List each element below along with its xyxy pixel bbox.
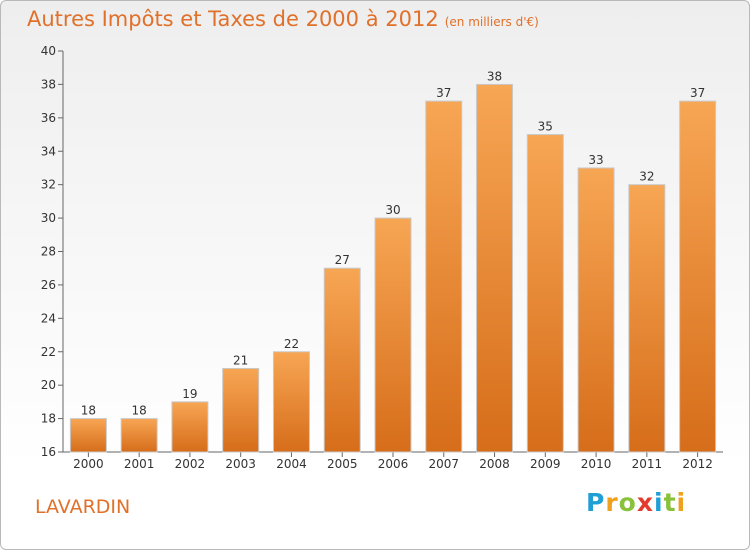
y-tick-label: 22 [41,345,56,359]
logo-letter: P [586,488,606,517]
bar [628,184,666,453]
logo-letter: i [676,488,687,517]
y-tick-label: 34 [41,144,56,158]
bar [374,217,412,453]
chart-title: Autres Impôts et Taxes de 2000 à 2012 (en… [27,7,539,31]
y-tick-label: 26 [41,278,56,292]
data-label: 18 [132,404,147,418]
data-label: 38 [487,69,502,83]
y-tick-label: 20 [41,378,56,392]
x-tick-label: 2011 [632,457,663,471]
y-tick-label: 28 [41,245,56,259]
x-tick-label: 2004 [276,457,307,471]
y-tick-label: 38 [41,77,56,91]
logo-letter: x [636,488,654,517]
x-tick-label: 2007 [428,457,459,471]
logo-letter: t [663,488,677,517]
y-tick-label: 16 [41,445,56,459]
x-tick-label: 2012 [682,457,713,471]
bar [120,418,158,453]
bar [679,100,717,453]
title-text: Autres Impôts et Taxes de 2000 à 2012 [27,7,439,31]
x-tick-label: 2006 [378,457,409,471]
x-tick-label: 2002 [175,457,206,471]
commune-name: LAVARDIN [35,496,131,518]
logo-letter: i [654,488,664,517]
logo-letter: o [618,488,637,517]
bar [272,351,310,453]
data-label: 19 [182,387,197,401]
data-label: 30 [385,203,400,217]
y-tick-label: 40 [41,44,56,58]
x-tick-label: 2003 [225,457,256,471]
y-tick-label: 18 [41,412,56,426]
bar [577,167,615,453]
proxiti-logo: Proxiti [586,488,686,517]
x-tick-label: 2010 [581,457,612,471]
data-label: 33 [588,153,603,167]
bar [69,418,107,453]
x-tick-label: 2008 [479,457,510,471]
data-label: 37 [436,86,451,100]
subtitle-text: (en milliers d'€) [444,15,539,29]
data-label: 37 [690,86,705,100]
y-tick-label: 32 [41,178,56,192]
bar [476,83,514,453]
y-tick-label: 36 [41,111,56,125]
x-tick-label: 2005 [327,457,358,471]
y-tick-label: 30 [41,211,56,225]
bar [171,401,209,453]
logo-letter: r [605,488,619,517]
data-label: 32 [639,170,654,184]
data-label: 21 [233,353,248,367]
bar [425,100,463,453]
x-tick-label: 2009 [530,457,561,471]
y-tick-label: 24 [41,311,56,325]
bar [526,134,564,453]
data-label: 35 [538,120,553,134]
data-label: 18 [81,404,96,418]
data-label: 22 [284,337,299,351]
bar [222,367,260,453]
data-label: 27 [335,253,350,267]
x-tick-label: 2001 [124,457,155,471]
x-tick-label: 2000 [73,457,104,471]
bar [323,267,361,453]
